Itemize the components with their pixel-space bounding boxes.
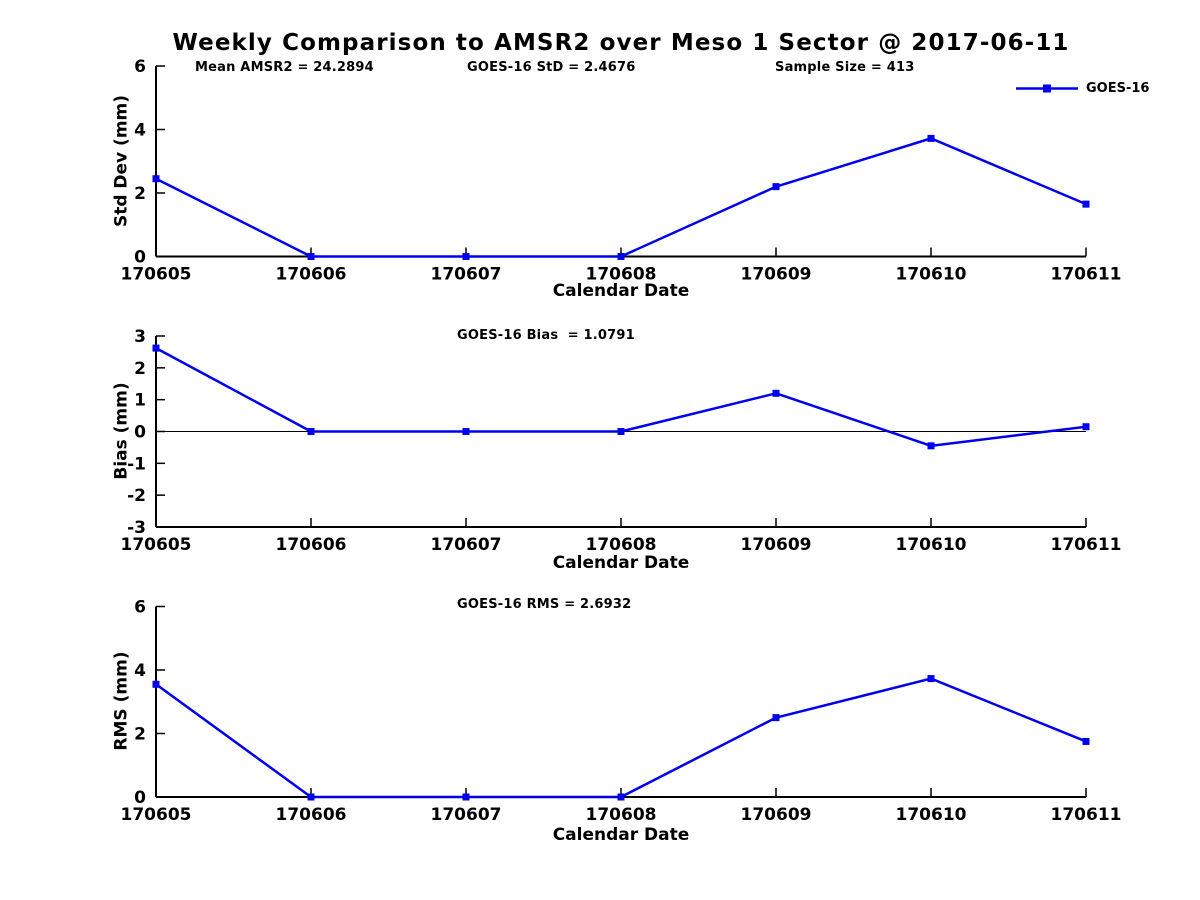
subplot-bias: -3 -2 -1 0 1 2 3 170605 170606 170607 170608 170609…: [121, 327, 1122, 555]
y-tick-label: 2: [134, 359, 146, 379]
data-marker: [462, 428, 470, 435]
figure-title: Weekly Comparison to AMSR2 over Meso 1 S…: [172, 30, 1070, 56]
x-tick-label: 170609: [741, 265, 812, 285]
x-tick-label: 170610: [896, 535, 967, 555]
annotation-mean-amsr2: Mean AMSR2 = 24.2894: [195, 60, 374, 75]
series-line-rms: [155, 677, 1087, 799]
data-marker: [152, 680, 160, 688]
x-tick-label: 170611: [1051, 805, 1122, 825]
data-marker: [927, 442, 935, 450]
y-tick-label: 4: [134, 121, 146, 141]
x-tick-label: 170605: [121, 805, 192, 825]
legend: [1016, 84, 1078, 93]
data-marker: [462, 253, 470, 260]
data-marker: [927, 134, 935, 142]
x-tick-label: 170606: [276, 265, 347, 285]
data-marker: [307, 428, 315, 435]
annotation-goes-rms: GOES-16 RMS = 2.6932: [457, 597, 632, 612]
y-tick-label: 1: [134, 391, 146, 411]
x-tick-label: 170609: [741, 805, 812, 825]
data-marker: [617, 253, 625, 260]
data-marker: [772, 389, 780, 397]
y-tick-label: -2: [127, 486, 146, 506]
y-tick-label: 6: [134, 57, 146, 77]
y-tick-label: 6: [134, 598, 146, 618]
x-tick-label: 170609: [741, 535, 812, 555]
subplot-stddev: 0 2 4 6 170605 170606 170607 170608 170609 170610…: [121, 57, 1122, 285]
y-tick-label: -3: [127, 518, 146, 538]
x-tick-label: 170607: [431, 805, 502, 825]
x-tick-label: 170605: [121, 535, 192, 555]
y-tick-label: 2: [134, 184, 146, 204]
ylabel-bias: Bias (mm): [111, 382, 132, 480]
x-tick-label: 170605: [121, 265, 192, 285]
y-tick-label: -1: [127, 454, 146, 474]
xlabel-rms: Calendar Date: [552, 825, 690, 845]
data-marker: [927, 675, 935, 683]
ylabel-stddev: Std Dev (mm): [111, 94, 132, 228]
data-marker: [307, 253, 315, 260]
data-marker: [772, 183, 780, 191]
annotation-goes-std: GOES-16 StD = 2.4676: [467, 60, 636, 75]
data-marker: [1082, 737, 1090, 745]
annotation-sample-size: Sample Size = 413: [775, 60, 915, 75]
subplot-rms: 0 2 4 6 170605 170606 170607 170608 170609 170610…: [121, 598, 1122, 826]
x-tick-label: 170606: [276, 805, 347, 825]
x-tick-label: 170611: [1051, 265, 1122, 285]
xlabel-bias: Calendar Date: [552, 553, 690, 573]
y-tick-label: 0: [134, 788, 146, 808]
data-marker: [1082, 423, 1090, 431]
x-tick-label: 170608: [586, 265, 657, 285]
y-tick-label: 2: [134, 725, 146, 745]
xlabel-stddev: Calendar Date: [552, 281, 690, 301]
series-line-stddev: [155, 137, 1087, 258]
y-tick-label: 4: [134, 661, 146, 681]
y-tick-label: 0: [134, 423, 146, 443]
data-marker: [617, 428, 625, 435]
data-marker: [462, 793, 470, 801]
data-marker: [772, 714, 780, 722]
data-marker: [152, 344, 160, 352]
y-tick-label: 3: [134, 327, 146, 347]
ylabel-rms: RMS (mm): [111, 651, 132, 751]
annotation-goes-bias: GOES-16 Bias = 1.0791: [457, 328, 635, 343]
data-marker: [152, 175, 160, 183]
x-tick-label: 170607: [431, 535, 502, 555]
x-tick-label: 170608: [586, 805, 657, 825]
x-tick-label: 170606: [276, 535, 347, 555]
legend-marker: [1043, 84, 1051, 93]
legend-label: GOES-16: [1086, 81, 1150, 96]
data-marker: [617, 793, 625, 801]
x-tick-label: 170610: [896, 805, 967, 825]
x-tick-label: 170610: [896, 265, 967, 285]
y-tick-label: 0: [134, 248, 146, 268]
x-tick-label: 170608: [586, 535, 657, 555]
x-tick-label: 170611: [1051, 535, 1122, 555]
x-tick-label: 170607: [431, 265, 502, 285]
data-marker: [307, 793, 315, 801]
data-marker: [1082, 200, 1090, 208]
